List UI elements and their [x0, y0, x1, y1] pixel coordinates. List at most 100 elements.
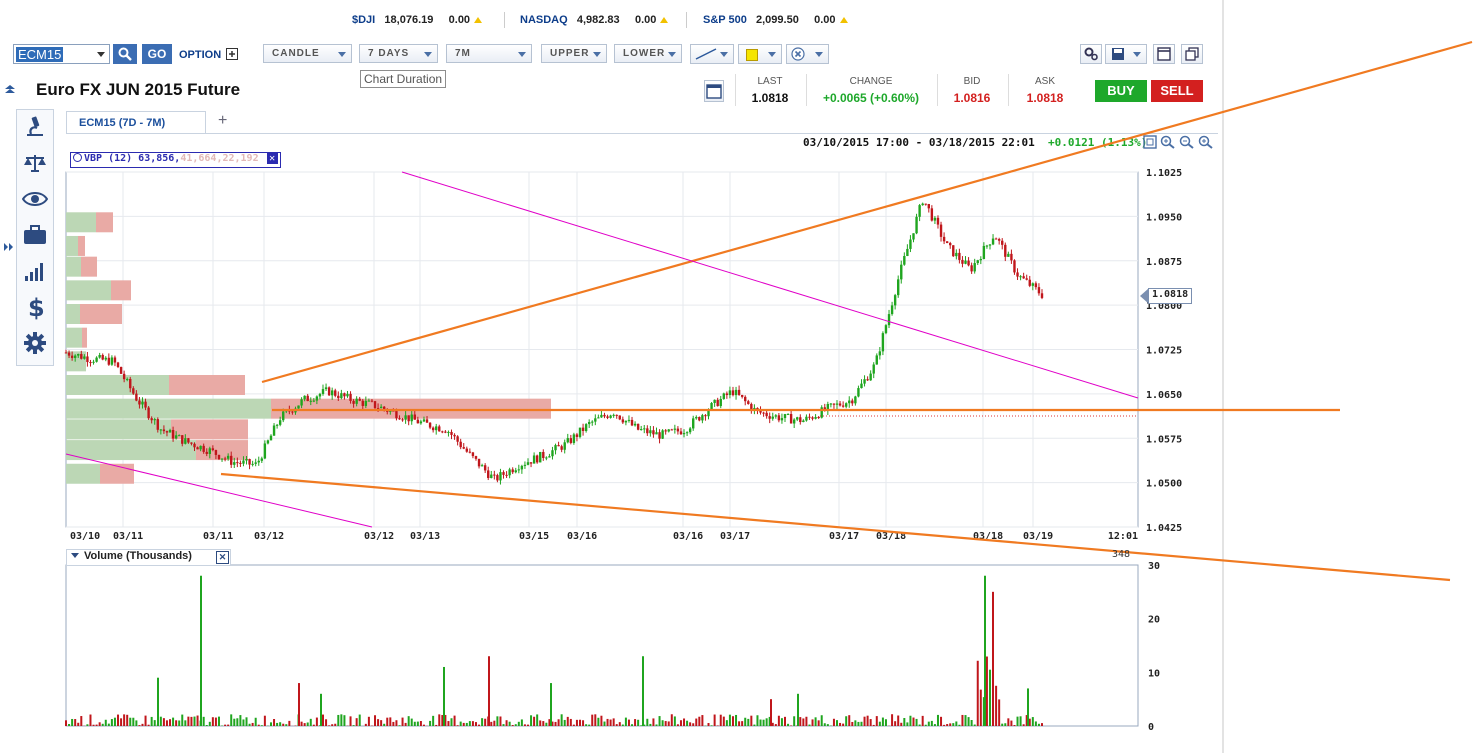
candle [722, 392, 726, 400]
candle-body [376, 408, 380, 410]
volume-spike-bar [1027, 688, 1029, 726]
volume-bar [193, 716, 196, 726]
candle-body [918, 205, 921, 217]
eye-icon [22, 192, 48, 206]
volume-bar [842, 723, 845, 726]
zoom-in-icon[interactable] [1160, 135, 1176, 149]
option-label: OPTION [179, 49, 222, 61]
candle [1034, 281, 1038, 290]
watchlist-tool[interactable] [17, 182, 53, 216]
window-icon [1157, 47, 1171, 61]
interval-dropdown[interactable]: 7M [446, 44, 532, 63]
candle [820, 405, 823, 419]
candle-body [740, 394, 744, 397]
candle-body [493, 474, 496, 476]
calendar-button[interactable] [704, 80, 724, 102]
candle-body [728, 390, 732, 396]
candle-body [272, 425, 276, 436]
candle-body [569, 438, 573, 443]
volume-bar [621, 724, 624, 726]
collapse-up-icon[interactable] [4, 84, 16, 94]
candle-body [282, 411, 285, 421]
candle [419, 419, 423, 425]
svg-text:$: $ [28, 294, 44, 320]
duration-dropdown[interactable]: 7 DAYS [359, 44, 438, 63]
candle [230, 451, 233, 468]
candle [621, 416, 625, 424]
portfolio-tool[interactable] [17, 218, 53, 252]
vbp-bar-up [66, 440, 196, 461]
volume-bar [196, 715, 199, 726]
search-button[interactable] [113, 44, 137, 64]
fit-icon[interactable] [1143, 135, 1157, 149]
candle-body [884, 325, 888, 334]
clear-drawings-dropdown[interactable] [786, 44, 829, 64]
symbol-input[interactable]: ECM15 [13, 44, 110, 64]
sell-button[interactable]: SELL [1151, 80, 1203, 102]
draw-line-dropdown[interactable] [690, 44, 734, 64]
go-button[interactable]: GO [142, 44, 172, 64]
time-tick-label: 12:01 [1108, 531, 1138, 542]
compare-tool[interactable] [17, 146, 53, 180]
candle [101, 353, 104, 361]
zoom-out-icon[interactable] [1179, 135, 1195, 149]
chevron-down-icon [668, 52, 676, 57]
candle [792, 418, 796, 428]
candle-body [1019, 276, 1022, 278]
chart-type-dropdown[interactable]: CANDLE [263, 44, 352, 63]
microscope-icon [27, 116, 43, 136]
volume-bar [689, 722, 692, 726]
candle [575, 432, 579, 442]
candle [89, 359, 92, 367]
volume-bar [303, 723, 306, 726]
settings-tool[interactable] [17, 326, 53, 360]
settings-button[interactable] [1080, 44, 1102, 64]
save-dropdown[interactable] [1105, 44, 1147, 64]
volume-bar [753, 724, 756, 726]
time-tick-label: 03/10 [70, 531, 100, 542]
volume-bar [906, 722, 909, 726]
close-icon[interactable]: ✕ [216, 551, 229, 564]
volume-bar [374, 715, 377, 726]
vbp-legend[interactable]: VBP (12) 63,856,41,664,22,192 ✕ [70, 152, 281, 168]
expand-sidebar-icon[interactable] [3, 242, 15, 252]
close-icon[interactable]: ✕ [266, 153, 278, 164]
buy-button[interactable]: BUY [1095, 80, 1147, 102]
zoom-reset-icon[interactable] [1198, 135, 1214, 149]
candle [857, 385, 860, 398]
research-tool[interactable] [17, 110, 53, 144]
candle-body [456, 436, 459, 442]
candle-body [587, 421, 591, 425]
volume-panel-header[interactable]: Volume (Thousands) ✕ [66, 549, 231, 566]
chart-range: 03/10/2015 17:00 - 03/18/2015 22:01 [803, 136, 1035, 149]
candle [832, 403, 836, 409]
ticker-dji[interactable]: $DJI 18,076.19 0.00 [352, 14, 483, 26]
color-dropdown[interactable] [738, 44, 782, 64]
volume-label: Volume (Thousands) [84, 550, 192, 562]
ticker-sp500[interactable]: S&P 500 2,099.50 0.00 [703, 14, 848, 26]
trade-tool[interactable]: $ [17, 290, 53, 324]
candle-body [129, 378, 132, 389]
candle [334, 388, 337, 398]
lower-indicator-dropdown[interactable]: LOWER [614, 44, 682, 63]
volume-bar [144, 715, 147, 726]
ticker-symbol: NASDAQ [520, 14, 568, 26]
option-button[interactable]: OPTION [179, 48, 239, 61]
candle [747, 399, 750, 405]
candle [364, 396, 368, 409]
popout-button[interactable] [1181, 44, 1203, 64]
upper-indicator-dropdown[interactable]: UPPER [541, 44, 607, 63]
volume-bar [230, 714, 233, 726]
candle-body [872, 364, 875, 374]
candle-body [217, 454, 221, 460]
volume-bar [863, 716, 866, 726]
window-button[interactable] [1153, 44, 1175, 64]
add-tab-button[interactable]: + [218, 112, 228, 129]
candle [1013, 259, 1016, 275]
tab-chart-ecm15[interactable]: ECM15 (7D - 7M) [66, 111, 206, 133]
volume-bar [814, 717, 817, 726]
volume-bar [306, 722, 309, 726]
ticker-nasdaq[interactable]: NASDAQ 4,982.83 0.00 [520, 14, 669, 26]
analysis-tool[interactable] [17, 254, 53, 288]
